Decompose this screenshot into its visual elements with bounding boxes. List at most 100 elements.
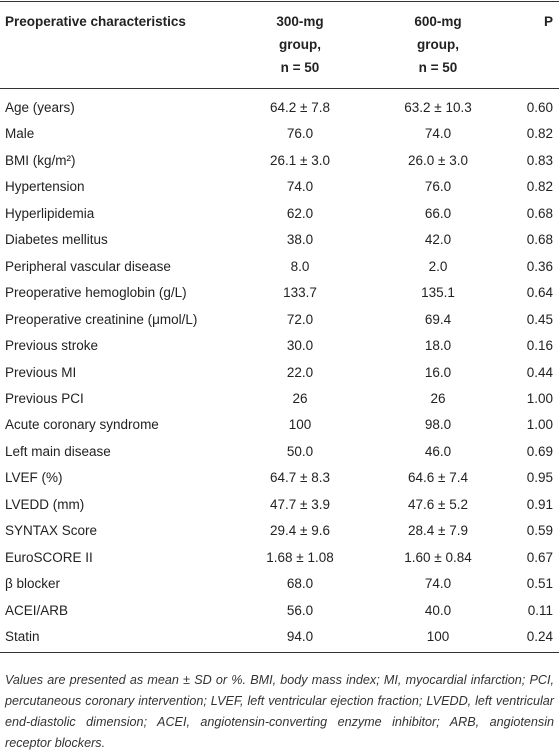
header-text: n = 50 bbox=[418, 60, 458, 75]
cell-value: 1.68 ± 1.08 bbox=[266, 549, 334, 565]
cell-value: 0.69 bbox=[526, 443, 553, 459]
row-label: ACEI/ARB bbox=[5, 602, 69, 618]
cell-value: 26 bbox=[292, 390, 308, 406]
cell-value: 0.91 bbox=[526, 496, 553, 512]
cell-value: 50.0 bbox=[286, 443, 314, 459]
cell-value: 98.0 bbox=[424, 417, 452, 433]
cell-value: 0.95 bbox=[526, 470, 553, 486]
cell-value: 64.6 ± 7.4 bbox=[408, 470, 468, 486]
row-label: Preoperative hemoglobin (g/L) bbox=[5, 285, 187, 301]
cell-value: 135.1 bbox=[421, 285, 455, 301]
cell-value: 0.83 bbox=[526, 152, 553, 168]
cell-value: 0.59 bbox=[526, 523, 553, 539]
header-text: group, bbox=[417, 37, 459, 52]
cell-value: 94.0 bbox=[286, 629, 314, 644]
row-label: SYNTAX Score bbox=[5, 523, 98, 539]
header-rule bbox=[0, 88, 559, 89]
header-text: n = 50 bbox=[280, 60, 320, 75]
row-label: Preoperative creatinine (μmol/L) bbox=[5, 311, 198, 327]
cell-value: 0.68 bbox=[526, 232, 553, 248]
cell-value: 100 bbox=[288, 417, 312, 433]
cell-value: 74.0 bbox=[424, 576, 452, 592]
cell-value: 16.0 bbox=[424, 364, 452, 380]
header-cell: P bbox=[503, 14, 553, 37]
cell-value: 76.0 bbox=[424, 179, 452, 195]
row-label: Age (years) bbox=[5, 100, 75, 115]
cell-value: 56.0 bbox=[286, 602, 314, 618]
top-rule bbox=[0, 1, 559, 2]
footnote: Values are presented as mean ± SD or %. … bbox=[5, 673, 554, 750]
row-label: LVEDD (mm) bbox=[5, 496, 85, 512]
row-label: Peripheral vascular disease bbox=[5, 258, 171, 274]
row-label: Male bbox=[5, 126, 35, 142]
cell-value: 26 bbox=[430, 390, 446, 406]
cell-value: 76.0 bbox=[286, 126, 314, 142]
cell-value: 0.82 bbox=[526, 179, 553, 195]
cell-value: 0.11 bbox=[527, 602, 553, 618]
cell-value: 64.7 ± 8.3 bbox=[270, 470, 330, 486]
cell-value: 18.0 bbox=[424, 338, 452, 354]
cell-value: 0.68 bbox=[526, 205, 553, 221]
row-label: Previous MI bbox=[5, 364, 77, 380]
row-label: BMI (kg/m²) bbox=[5, 152, 76, 168]
cell-value: 69.4 bbox=[424, 311, 452, 327]
cell-value: 8.0 bbox=[290, 258, 310, 274]
header-text: 600-mg bbox=[414, 14, 462, 29]
cell-value: 28.4 ± 7.9 bbox=[408, 523, 468, 539]
cell-value: 47.7 ± 3.9 bbox=[270, 496, 330, 512]
cell-value: 133.7 bbox=[283, 285, 317, 301]
cell-value: 0.45 bbox=[526, 311, 553, 327]
cell-value: 30.0 bbox=[286, 338, 314, 354]
row-label: Diabetes mellitus bbox=[5, 232, 108, 248]
cell-value: 72.0 bbox=[286, 311, 314, 327]
row-label: EuroSCORE II bbox=[5, 549, 93, 565]
header-cell: Preoperative characteristics bbox=[5, 14, 186, 37]
cell-value: 0.67 bbox=[526, 549, 553, 565]
cell-value: 26.0 ± 3.0 bbox=[408, 152, 468, 168]
cell-value: 0.16 bbox=[526, 338, 553, 354]
cell-value: 42.0 bbox=[424, 232, 452, 248]
row-label: β blocker bbox=[5, 576, 61, 592]
header-text: 300-mg bbox=[276, 14, 324, 29]
row-label: Previous stroke bbox=[5, 338, 99, 354]
cell-value: 68.0 bbox=[286, 576, 314, 592]
cell-value: 40.0 bbox=[424, 602, 452, 618]
cell-value: 0.24 bbox=[526, 629, 553, 644]
cell-value: 38.0 bbox=[286, 232, 314, 248]
row-label: Left main disease bbox=[5, 443, 111, 459]
cell-value: 22.0 bbox=[286, 364, 314, 380]
cell-value: 47.6 ± 5.2 bbox=[408, 496, 468, 512]
cell-value: 0.60 bbox=[526, 100, 553, 115]
cell-value: 74.0 bbox=[286, 179, 314, 195]
row-label: Hyperlipidemia bbox=[5, 205, 95, 221]
cell-value: 0.82 bbox=[526, 126, 553, 142]
bottom-rule bbox=[0, 652, 559, 653]
cell-value: 74.0 bbox=[424, 126, 452, 142]
header-text: P bbox=[543, 14, 553, 29]
cell-value: 1.00 bbox=[526, 390, 553, 406]
cell-value: 1.60 ± 0.84 bbox=[404, 549, 472, 565]
cell-value: 0.44 bbox=[526, 364, 553, 380]
header-text: group, bbox=[279, 37, 321, 52]
row-label: LVEF (%) bbox=[5, 470, 63, 486]
cell-value: 64.2 ± 7.8 bbox=[270, 100, 330, 115]
cell-value: 62.0 bbox=[286, 205, 314, 221]
cell-value: 66.0 bbox=[424, 205, 452, 221]
header-cell: 600-mg group, n = 50 bbox=[378, 14, 498, 83]
cell-value: 0.64 bbox=[526, 285, 553, 301]
cell-value: 0.36 bbox=[526, 258, 553, 274]
row-label: Statin bbox=[5, 629, 40, 644]
cell-value: 100 bbox=[426, 629, 450, 644]
cell-value: 26.1 ± 3.0 bbox=[270, 152, 330, 168]
header-cell: 300-mg group, n = 50 bbox=[240, 14, 360, 83]
header-text: Preoperative characteristics bbox=[5, 14, 186, 29]
cell-value: 46.0 bbox=[424, 443, 452, 459]
row-label: Acute coronary syndrome bbox=[5, 417, 159, 433]
cell-value: 1.00 bbox=[526, 417, 553, 433]
cell-value: 63.2 ± 10.3 bbox=[404, 100, 472, 115]
cell-value: 29.4 ± 9.6 bbox=[270, 523, 330, 539]
row-label: Hypertension bbox=[5, 179, 85, 195]
cell-value: 2.0 bbox=[428, 258, 448, 274]
cell-value: 0.51 bbox=[526, 576, 553, 592]
